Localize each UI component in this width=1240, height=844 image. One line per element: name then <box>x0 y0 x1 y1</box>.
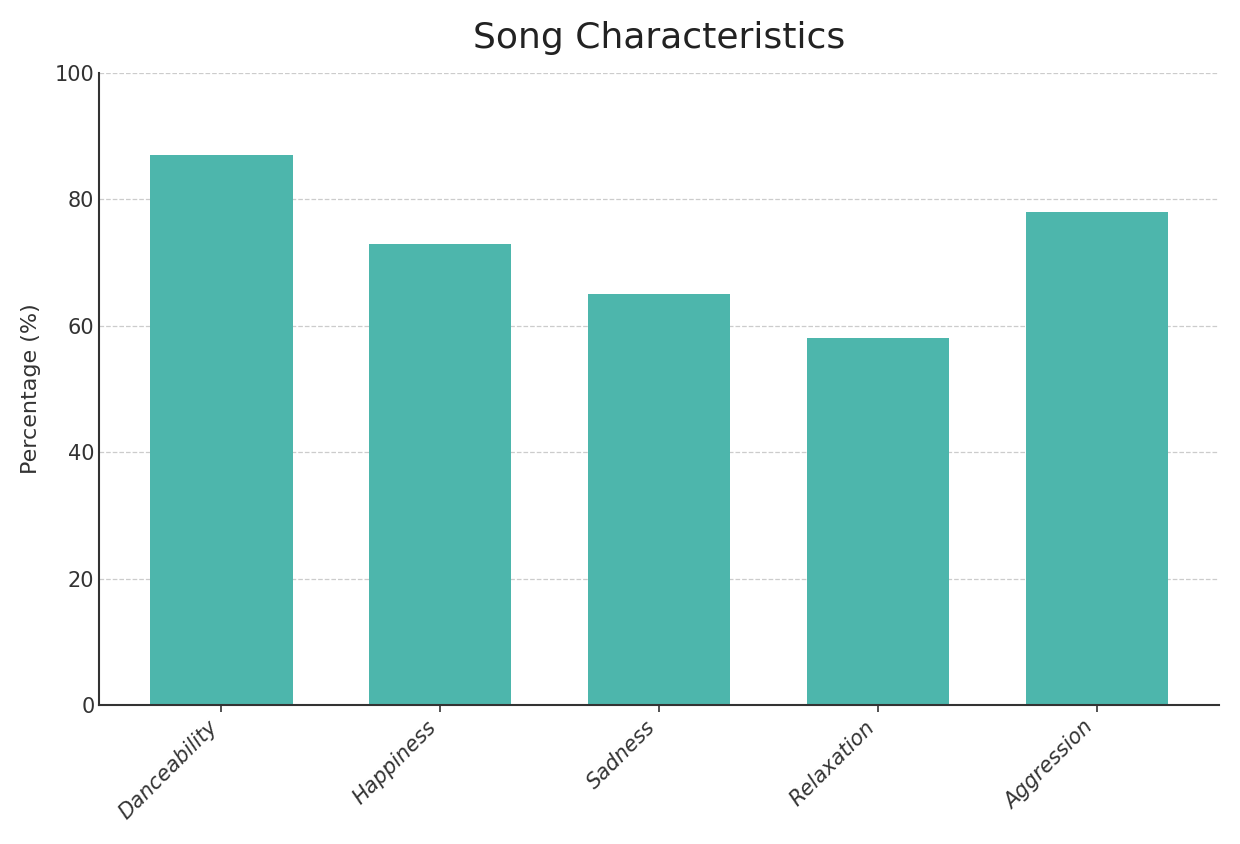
Bar <box>1025 212 1168 705</box>
Bar <box>370 244 511 705</box>
Bar <box>588 294 730 705</box>
Y-axis label: Percentage (%): Percentage (%) <box>21 304 41 474</box>
Title: Song Characteristics: Song Characteristics <box>474 21 846 55</box>
Bar <box>807 338 950 705</box>
Bar <box>150 155 293 705</box>
